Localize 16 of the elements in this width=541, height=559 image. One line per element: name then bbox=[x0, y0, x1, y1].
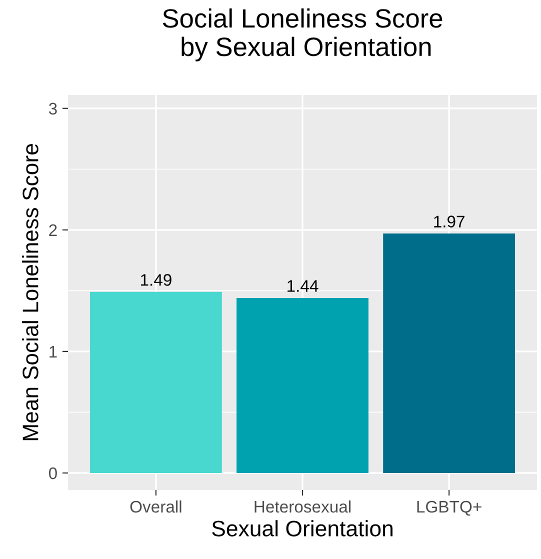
data-label: 1.97 bbox=[434, 216, 464, 228]
y-axis-title: Mean Social Loneliness Score bbox=[22, 144, 38, 440]
y-tick-label: 2 bbox=[49, 224, 57, 236]
y-tick-label: 1 bbox=[50, 346, 57, 358]
data-label: 1.49 bbox=[140, 274, 172, 286]
x-tick-label: LGBTQ+ bbox=[417, 500, 482, 516]
x-axis-title: Sexual Orientation bbox=[212, 520, 392, 536]
y-tick-label: 0 bbox=[48, 467, 57, 480]
data-label: 1.44 bbox=[288, 280, 318, 292]
bar bbox=[90, 292, 222, 473]
chart-title: Social Loneliness Score by Sexual Orientation bbox=[162, 8, 442, 62]
x-tick-label: Heterosexual bbox=[254, 500, 350, 513]
bar bbox=[383, 234, 516, 473]
y-tick-label: 3 bbox=[48, 102, 57, 115]
bar bbox=[236, 298, 368, 473]
x-tick-label: Overall bbox=[130, 500, 182, 513]
